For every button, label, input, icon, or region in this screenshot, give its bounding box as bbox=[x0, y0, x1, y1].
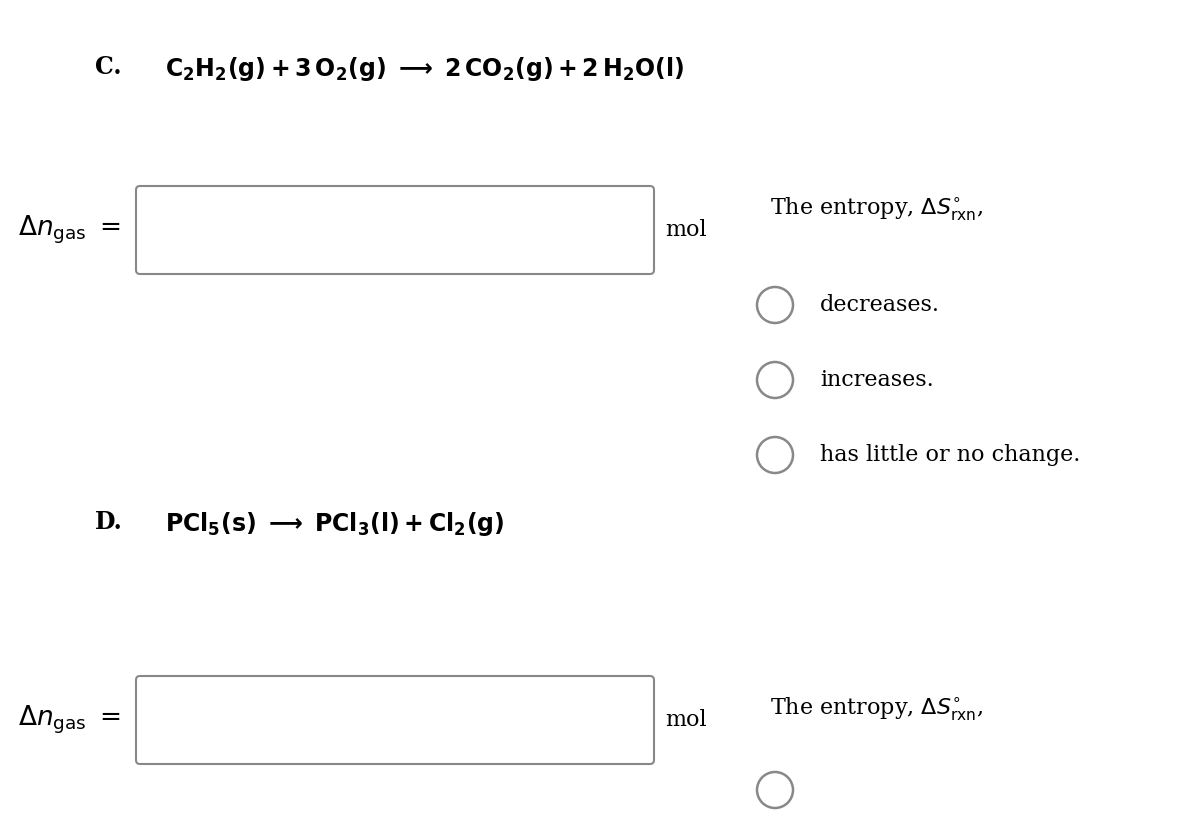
Circle shape bbox=[757, 287, 793, 323]
Text: mol: mol bbox=[665, 219, 707, 241]
Text: D.: D. bbox=[95, 510, 122, 534]
Circle shape bbox=[757, 772, 793, 808]
Text: $\Delta n_{\mathrm{gas}}\ =$: $\Delta n_{\mathrm{gas}}\ =$ bbox=[18, 214, 121, 247]
FancyBboxPatch shape bbox=[136, 186, 654, 274]
FancyBboxPatch shape bbox=[136, 676, 654, 764]
Text: The entropy, $\Delta S^{\circ}_{\mathrm{rxn}}$,: The entropy, $\Delta S^{\circ}_{\mathrm{… bbox=[770, 195, 983, 222]
Text: $\Delta n_{\mathrm{gas}}\ =$: $\Delta n_{\mathrm{gas}}\ =$ bbox=[18, 704, 121, 736]
Circle shape bbox=[757, 437, 793, 473]
Text: $\mathbf{PCl_5(s)\ \longrightarrow\ PCl_3(l) + Cl_2(g)}$: $\mathbf{PCl_5(s)\ \longrightarrow\ PCl_… bbox=[166, 510, 504, 538]
Text: increases.: increases. bbox=[820, 369, 934, 391]
Text: $\mathbf{C_2H_2(g) + 3\,O_2(g)\ \longrightarrow\ 2\,CO_2(g) + 2\,H_2O(l)}$: $\mathbf{C_2H_2(g) + 3\,O_2(g)\ \longrig… bbox=[166, 55, 684, 83]
Text: mol: mol bbox=[665, 709, 707, 731]
Text: C.: C. bbox=[95, 55, 121, 79]
Text: has little or no change.: has little or no change. bbox=[820, 444, 1080, 466]
Circle shape bbox=[757, 362, 793, 398]
Text: decreases.: decreases. bbox=[820, 294, 940, 316]
Text: The entropy, $\Delta S^{\circ}_{\mathrm{rxn}}$,: The entropy, $\Delta S^{\circ}_{\mathrm{… bbox=[770, 695, 983, 722]
